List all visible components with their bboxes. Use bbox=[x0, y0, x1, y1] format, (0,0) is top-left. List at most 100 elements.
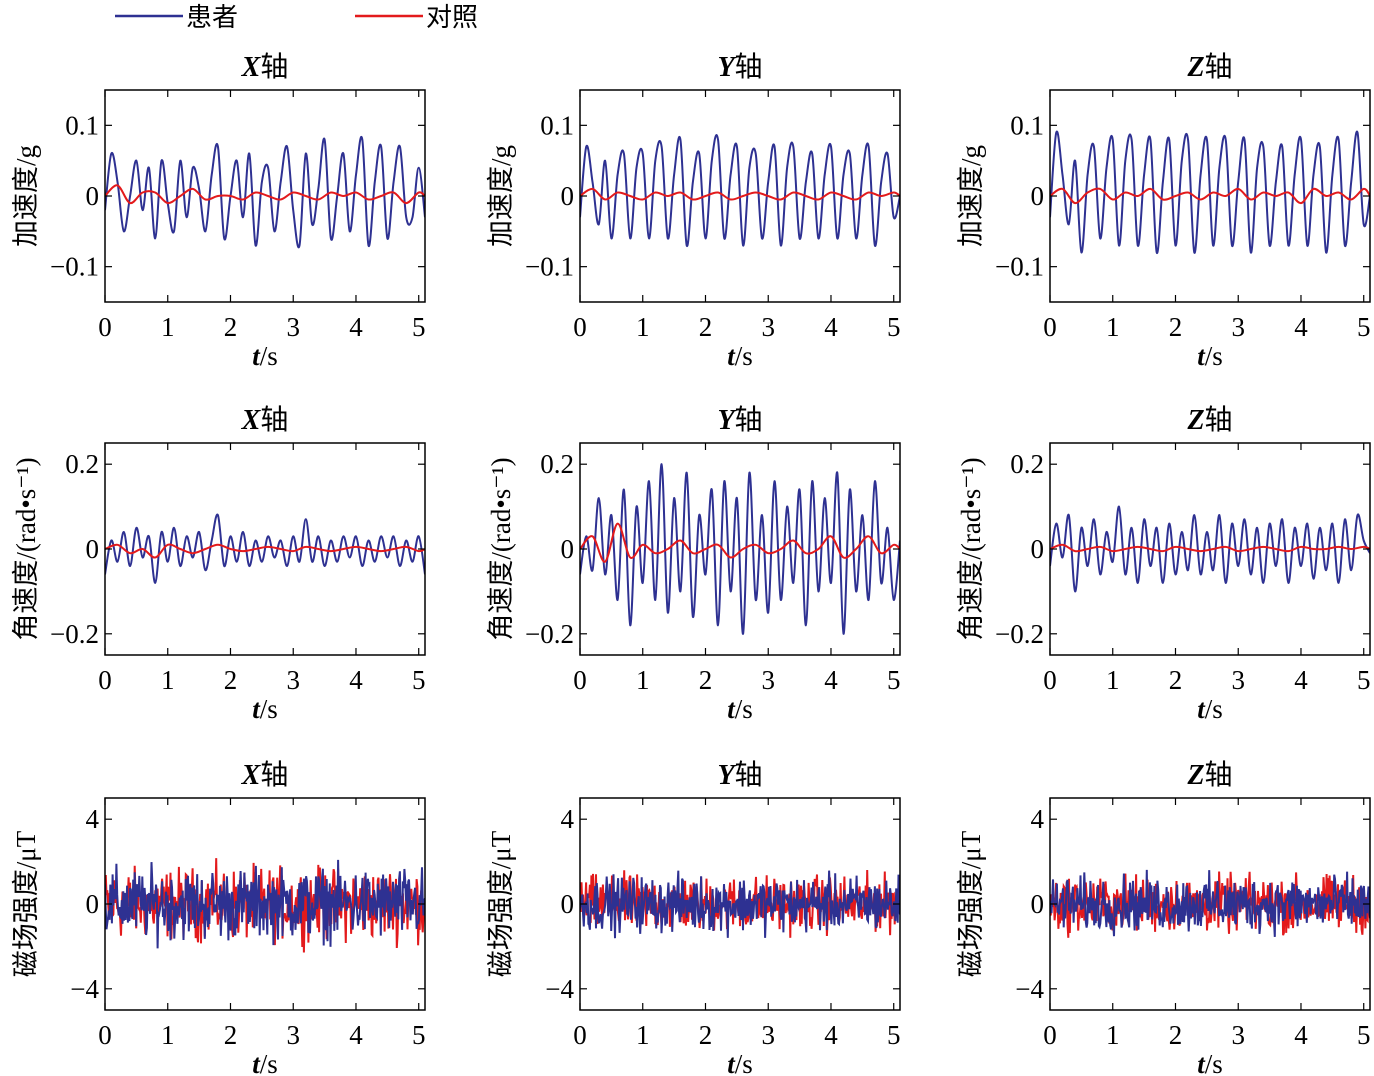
y-tick-label: 0 bbox=[561, 889, 575, 919]
x-tick-label: 0 bbox=[573, 1020, 587, 1050]
x-tick-label: 4 bbox=[824, 1020, 838, 1050]
x-tick-label: 1 bbox=[1106, 1020, 1120, 1050]
x-tick-label: 4 bbox=[349, 665, 363, 695]
y-tick-label: −0.1 bbox=[995, 252, 1044, 282]
panel-title-suffix: 轴 bbox=[260, 404, 288, 436]
y-tick-label: −0.2 bbox=[525, 619, 574, 649]
x-axis-label-unit: /s bbox=[1205, 694, 1223, 724]
x-tick-label: 0 bbox=[98, 665, 112, 695]
x-tick-label: 3 bbox=[761, 665, 775, 695]
x-tick-label: 3 bbox=[286, 312, 300, 342]
series-line-control bbox=[105, 184, 425, 205]
y-tick-label: −0.1 bbox=[525, 252, 574, 282]
x-axis-label-unit: /s bbox=[735, 1049, 753, 1076]
x-tick-label: 1 bbox=[161, 1020, 175, 1050]
x-tick-label: 3 bbox=[286, 665, 300, 695]
x-tick-label: 1 bbox=[636, 665, 650, 695]
x-axis-label-var: t bbox=[252, 1049, 261, 1076]
x-tick-label: 1 bbox=[636, 312, 650, 342]
panel-title-suffix: 轴 bbox=[1205, 51, 1233, 83]
y-tick-label: 0 bbox=[1031, 889, 1045, 919]
panel-title: Y轴 bbox=[717, 404, 762, 436]
x-tick-label: 5 bbox=[1357, 312, 1371, 342]
x-axis-label-unit: /s bbox=[260, 1049, 278, 1076]
y-axis-label: 加速度/g bbox=[486, 145, 516, 247]
x-tick-label: 0 bbox=[1043, 665, 1057, 695]
x-tick-label: 4 bbox=[824, 312, 838, 342]
y-axis-label: 角速度/(rad•s⁻¹) bbox=[956, 457, 986, 640]
x-axis-label-var: t bbox=[727, 341, 736, 371]
panel-title-suffix: 轴 bbox=[735, 404, 763, 436]
y-tick-label: 0.2 bbox=[65, 449, 99, 479]
y-tick-label: 4 bbox=[1031, 804, 1045, 834]
x-tick-label: 3 bbox=[761, 312, 775, 342]
panel-title: X轴 bbox=[241, 759, 289, 791]
legend-label-control: 对照 bbox=[426, 3, 478, 33]
x-tick-label: 5 bbox=[412, 1020, 426, 1050]
x-tick-label: 2 bbox=[699, 1020, 713, 1050]
panel-mag-y: −4 0 4 0 1 2 3 4 5 Y轴 t/s 磁场强度/μT bbox=[486, 759, 901, 1076]
x-axis-label-var: t bbox=[1197, 341, 1206, 371]
series-line-patient bbox=[1050, 869, 1370, 937]
y-axis-label: 磁场强度/μT bbox=[486, 830, 516, 977]
x-tick-label: 5 bbox=[887, 1020, 901, 1050]
panel-title-axis: Z bbox=[1186, 52, 1204, 83]
y-tick-label: −0.2 bbox=[50, 619, 99, 649]
y-tick-label: 0.1 bbox=[65, 110, 99, 140]
y-axis-label: 磁场强度/μT bbox=[11, 830, 41, 977]
x-axis-label: t/s bbox=[252, 1049, 278, 1076]
y-tick-label: 4 bbox=[86, 804, 100, 834]
x-tick-label: 0 bbox=[98, 1020, 112, 1050]
y-axis-label: 加速度/g bbox=[11, 145, 41, 247]
y-axis-label: 加速度/g bbox=[956, 145, 986, 247]
x-tick-label: 1 bbox=[161, 665, 175, 695]
x-axis-label: t/s bbox=[1197, 694, 1223, 724]
series-line-patient bbox=[580, 463, 900, 635]
panel-title-suffix: 轴 bbox=[1205, 759, 1233, 791]
x-tick-label: 4 bbox=[349, 312, 363, 342]
y-axis-label: 角速度/(rad•s⁻¹) bbox=[11, 457, 41, 640]
panel-acc-z: −0.1 0 0.1 0 1 2 3 4 5 Z轴 t/s 加速度/g bbox=[956, 51, 1371, 371]
x-tick-label: 5 bbox=[1357, 665, 1371, 695]
x-axis-label: t/s bbox=[1197, 341, 1223, 371]
y-tick-label: 0.2 bbox=[540, 449, 574, 479]
x-axis-label: t/s bbox=[727, 341, 753, 371]
y-tick-label: −4 bbox=[70, 974, 99, 1004]
y-tick-label: 0 bbox=[561, 534, 575, 564]
y-tick-label: 4 bbox=[561, 804, 575, 834]
x-axis-label: t/s bbox=[252, 694, 278, 724]
x-axis-label-var: t bbox=[252, 694, 261, 724]
x-tick-label: 2 bbox=[224, 312, 238, 342]
x-tick-label: 2 bbox=[224, 1020, 238, 1050]
legend: 患者 对照 bbox=[115, 3, 478, 33]
y-tick-label: 0 bbox=[1031, 534, 1045, 564]
panel-gyro-x: −0.2 0 0.2 0 1 2 3 4 5 X轴 t/s 角速度/(rad•s⁻¹) bbox=[11, 404, 426, 724]
panel-title: Z轴 bbox=[1186, 759, 1232, 791]
panel-title-axis: Z bbox=[1186, 405, 1204, 436]
y-tick-label: 0 bbox=[86, 181, 100, 211]
y-tick-label: 0 bbox=[561, 181, 575, 211]
panel-gyro-z: −0.2 0 0.2 0 1 2 3 4 5 Z轴 t/s 角速度/(rad•s⁻¹) bbox=[956, 404, 1371, 724]
y-tick-label: −0.1 bbox=[50, 252, 99, 282]
y-tick-label: 0 bbox=[86, 534, 100, 564]
x-tick-label: 4 bbox=[1294, 312, 1308, 342]
x-axis-label: t/s bbox=[727, 694, 753, 724]
x-axis-label: t/s bbox=[727, 1049, 753, 1076]
x-axis-label-unit: /s bbox=[260, 694, 278, 724]
x-axis-label-var: t bbox=[727, 694, 736, 724]
x-axis-label-var: t bbox=[1197, 1049, 1206, 1076]
panel-gyro-y: −0.2 0 0.2 0 1 2 3 4 5 Y轴 t/s 角速度/(rad•s⁻¹) bbox=[486, 404, 901, 724]
x-tick-label: 2 bbox=[1169, 1020, 1183, 1050]
panel-mag-x: −4 0 4 0 1 2 3 4 5 X轴 t/s 磁场强度/μT bbox=[11, 759, 426, 1076]
y-tick-label: −0.2 bbox=[995, 619, 1044, 649]
panel-title: Y轴 bbox=[717, 51, 762, 83]
y-tick-label: 0.1 bbox=[1010, 110, 1044, 140]
x-tick-label: 0 bbox=[573, 312, 587, 342]
panel-title-axis: Y bbox=[717, 405, 737, 436]
axes-frame bbox=[104, 89, 426, 303]
x-tick-label: 4 bbox=[824, 665, 838, 695]
y-tick-label: 0 bbox=[1031, 181, 1045, 211]
panel-mag-z: −4 0 4 0 1 2 3 4 5 Z轴 t/s 磁场强度/μT bbox=[956, 759, 1371, 1076]
